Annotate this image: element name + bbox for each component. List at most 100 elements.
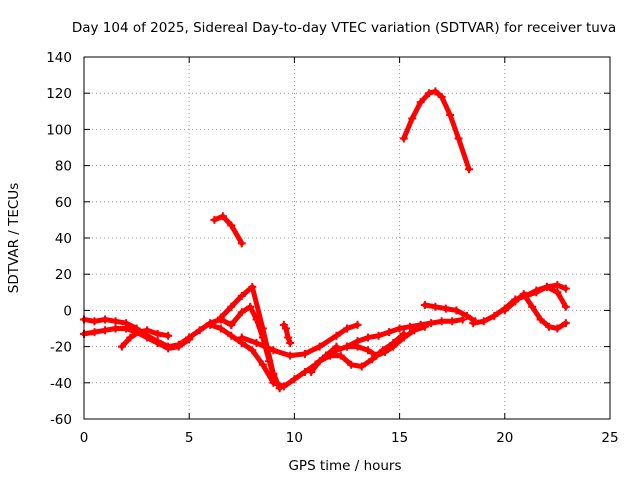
data-point-marker <box>206 320 215 329</box>
data-point-marker <box>307 367 316 376</box>
data-point-marker <box>357 362 366 371</box>
data-point-marker <box>269 346 278 355</box>
series-track-17 <box>521 282 570 311</box>
data-point-marker <box>441 304 450 313</box>
series-track-3 <box>117 326 173 351</box>
data-point-marker <box>511 297 520 306</box>
data-point-marker <box>275 384 284 393</box>
data-point-marker <box>553 288 562 297</box>
data-point-marker <box>343 342 351 351</box>
data-point-marker <box>227 302 236 311</box>
data-point-marker <box>185 335 194 344</box>
series-line <box>281 322 293 346</box>
data-point-marker <box>465 165 474 174</box>
data-point-marker <box>126 333 135 342</box>
x-tick-label: 0 <box>80 430 89 446</box>
series-track-16 <box>500 290 570 333</box>
data-point-marker <box>544 322 553 331</box>
data-point-marker <box>246 302 255 311</box>
data-point-marker <box>286 338 295 347</box>
data-point-marker <box>469 319 478 328</box>
chart-title: Day 104 of 2025, Sidereal Day-to-day VTE… <box>72 20 616 36</box>
series-track-4 <box>210 212 246 248</box>
data-point-marker <box>521 291 530 300</box>
data-point-marker <box>258 360 267 369</box>
data-point-marker <box>195 326 204 335</box>
x-axis-label: GPS time / hours <box>288 458 401 474</box>
data-point-marker <box>353 337 362 346</box>
data-point-marker <box>143 333 152 342</box>
data-point-marker <box>117 342 126 351</box>
series-track-2 <box>80 324 194 353</box>
data-point-marker <box>372 351 381 360</box>
data-point-marker <box>284 333 293 342</box>
data-point-marker <box>216 324 225 333</box>
data-point-marker <box>364 333 373 342</box>
data-point-marker <box>452 306 461 315</box>
data-point-marker <box>227 331 236 340</box>
data-point-marker <box>164 331 173 340</box>
data-point-marker <box>143 326 152 335</box>
y-tick-label: -40 <box>50 376 72 392</box>
series-track-8 <box>237 320 362 360</box>
data-point-marker <box>164 344 173 353</box>
x-tick-label: 5 <box>185 430 194 446</box>
data-point-marker <box>290 375 299 384</box>
data-point-marker <box>528 302 537 311</box>
data-point-marker <box>252 338 261 347</box>
data-point-marker <box>458 315 467 324</box>
series-line <box>308 331 407 375</box>
data-point-marker <box>542 282 551 291</box>
data-point-marker <box>101 315 110 324</box>
data-point-marker <box>332 331 341 340</box>
data-point-marker <box>237 291 246 300</box>
data-point-marker <box>416 320 425 329</box>
data-point-marker <box>406 322 415 331</box>
data-point-marker <box>227 221 236 230</box>
data-point-marker <box>237 239 246 248</box>
data-point-marker <box>336 351 345 360</box>
data-point-marker <box>437 92 446 101</box>
data-point-marker <box>248 346 257 355</box>
y-tick-label: -60 <box>50 412 72 428</box>
data-point-marker <box>153 329 162 338</box>
data-point-marker <box>536 315 545 324</box>
data-point-marker <box>332 346 341 355</box>
data-point-marker <box>122 324 131 333</box>
series-track-9 <box>279 320 295 347</box>
data-point-marker <box>364 346 373 355</box>
data-point-marker <box>227 320 236 329</box>
data-point-marker <box>420 300 429 309</box>
series-track-7 <box>227 302 278 380</box>
data-point-marker <box>479 317 488 326</box>
data-point-marker <box>315 342 324 351</box>
data-point-marker <box>389 342 398 351</box>
data-point-marker <box>431 302 440 311</box>
series-track-13 <box>399 87 474 174</box>
data-point-marker <box>153 338 162 347</box>
y-tick-label: 100 <box>46 122 72 138</box>
x-tick-label: 20 <box>496 430 513 446</box>
data-point-marker <box>174 342 183 351</box>
y-tick-label: 60 <box>55 195 72 211</box>
y-tick-label: 40 <box>55 231 72 247</box>
data-point-marker <box>462 311 471 320</box>
data-point-marker <box>237 308 246 317</box>
data-point-marker <box>286 351 295 360</box>
data-point-marker <box>347 360 356 369</box>
data-point-marker <box>446 110 455 119</box>
y-tick-label: 20 <box>55 267 72 283</box>
series-track-14 <box>420 300 480 326</box>
data-point-marker <box>252 315 261 324</box>
grid-layer <box>84 57 610 419</box>
data-point-marker <box>101 326 110 335</box>
data-point-marker <box>90 328 99 337</box>
data-point-marker <box>374 331 383 340</box>
y-tick-label: 140 <box>46 50 72 66</box>
data-point-marker <box>448 317 457 326</box>
series-line <box>211 213 245 246</box>
data-point-marker <box>500 306 509 315</box>
data-point-marker <box>265 357 274 366</box>
data-point-marker <box>437 317 446 326</box>
